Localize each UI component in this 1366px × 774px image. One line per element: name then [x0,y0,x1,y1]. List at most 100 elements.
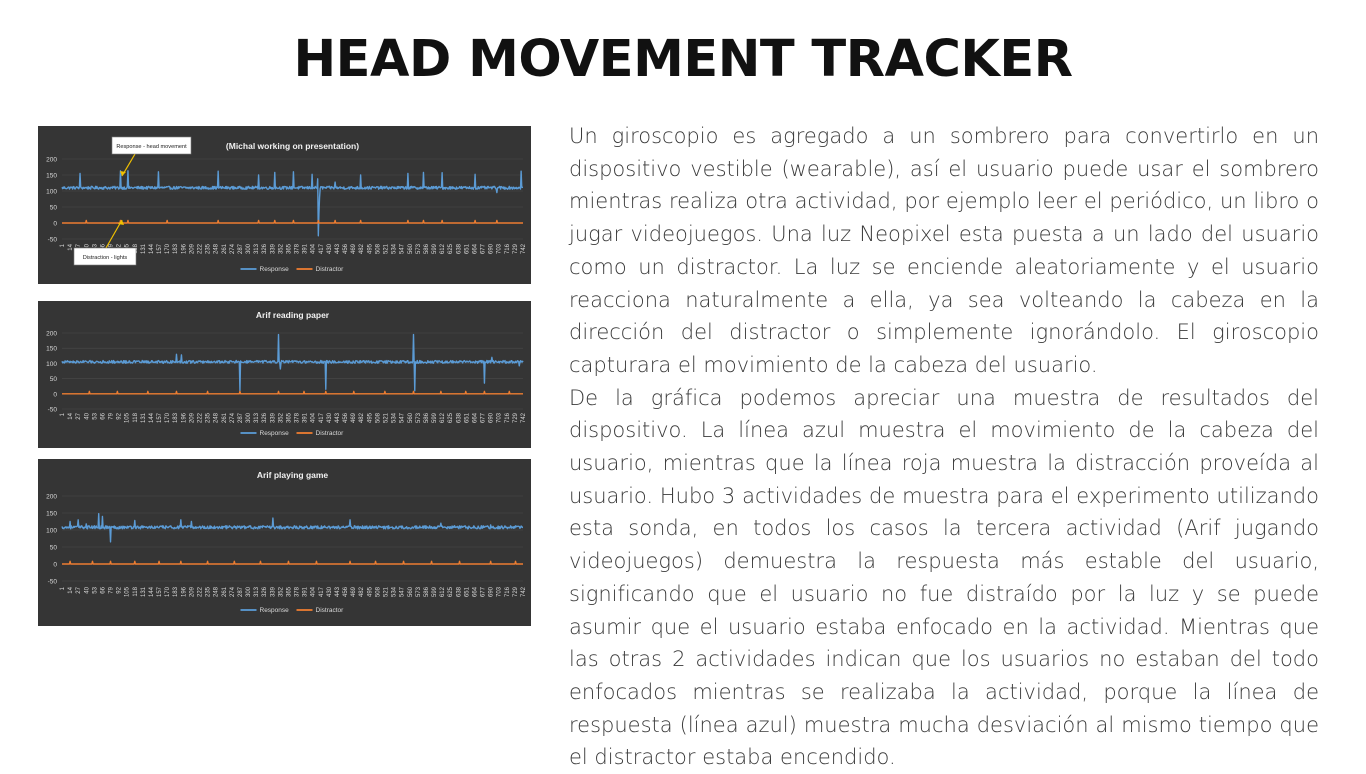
y-tick-label: -50 [48,579,58,586]
x-tick-label: 131 [141,412,147,423]
x-tick-label: 599 [432,412,438,423]
x-tick-label: 274 [230,243,236,254]
x-tick-label: 625 [448,412,454,423]
x-tick-label: 27 [76,412,82,419]
x-tick-label: 495 [367,586,373,597]
x-tick-label: 14 [68,586,74,593]
x-tick-label: 365 [286,586,292,597]
x-tick-label: 92 [117,586,123,593]
y-tick-label: 150 [46,173,57,180]
x-tick-label: 391 [303,412,309,423]
x-tick-label: 456 [343,412,349,423]
x-tick-label: 508 [375,412,381,423]
response-line [61,512,524,543]
x-tick-label: 638 [456,243,462,254]
x-tick-label: 157 [157,243,163,254]
x-tick-label: 469 [351,243,357,254]
x-tick-label: 573 [416,412,422,423]
x-tick-label: 638 [456,412,462,423]
x-tick-label: 274 [230,412,236,423]
y-tick-label: 200 [46,157,57,164]
x-tick-label: 40 [84,412,90,419]
x-tick-label: 456 [343,243,349,254]
x-tick-label: 716 [505,586,511,597]
y-tick-label: 0 [53,562,57,569]
x-tick-label: 690 [489,412,495,423]
x-tick-label: 677 [481,243,487,254]
x-tick-label: 690 [489,586,495,597]
x-tick-label: 469 [351,586,357,597]
x-tick-label: 326 [262,243,268,254]
x-tick-label: 66 [100,586,106,593]
x-tick-label: 534 [392,412,398,423]
x-tick-label: 521 [384,243,390,254]
x-tick-label: 222 [197,243,203,254]
y-tick-label: 150 [46,511,57,518]
x-tick-label: 560 [408,586,414,597]
annotation-response: Response - head movement [116,144,187,150]
x-tick-label: 27 [76,243,82,250]
x-tick-label: 183 [173,243,179,254]
annotation-box [73,247,137,266]
x-tick-label: 209 [189,412,195,423]
x-tick-label: 131 [141,243,147,254]
legend-label: Distractor [316,266,345,273]
distractor-line [61,560,524,565]
annotation-arrow [105,219,123,249]
x-tick-label: 469 [351,412,357,423]
x-tick-label: 300 [246,243,252,254]
x-tick-label: 66 [100,412,106,419]
x-tick-label: 144 [149,243,155,254]
x-tick-label: 417 [319,586,325,597]
y-tick-label: 100 [46,361,57,368]
x-tick-label: 170 [165,412,171,423]
x-tick-label: 196 [181,243,187,254]
x-tick-label: 651 [464,412,470,423]
x-tick-label: 118 [133,412,139,422]
x-tick-label: 248 [214,243,220,254]
x-tick-label: 573 [416,586,422,597]
x-tick-label: 144 [149,586,155,597]
x-tick-label: 625 [448,586,454,597]
x-tick-label: 235 [206,586,212,597]
paragraph-description: Un giroscopio es agregado a un sombrero … [569,124,1319,377]
x-tick-label: 378 [295,586,301,597]
x-tick-label: 482 [359,412,365,423]
x-tick-label: 326 [262,586,268,597]
x-tick-label: 586 [424,586,430,597]
x-tick-label: 79 [109,412,115,419]
x-tick-label: 534 [392,586,398,597]
x-tick-label: 716 [505,243,511,254]
x-tick-label: 14 [68,243,74,250]
chart-title: (Michal working on presentation) [226,141,359,151]
x-tick-label: 573 [416,243,422,254]
x-tick-label: 404 [311,243,317,254]
x-tick-label: 560 [408,412,414,423]
x-tick-label: 222 [197,586,203,597]
x-tick-label: 716 [505,412,511,423]
x-tick-label: 196 [181,412,187,423]
x-tick-label: 547 [400,243,406,254]
x-tick-label: 742 [521,412,527,423]
x-tick-label: 508 [375,243,381,254]
x-tick-label: 664 [472,412,478,423]
x-tick-label: 378 [295,412,301,423]
x-tick-label: 339 [270,243,276,254]
x-tick-label: 53 [92,586,98,593]
x-tick-label: 690 [489,243,495,254]
x-tick-label: 417 [319,243,325,254]
x-tick-label: 495 [367,243,373,254]
x-tick-label: 586 [424,243,430,254]
x-tick-label: 157 [157,586,163,597]
x-tick-label: 378 [295,243,301,254]
x-tick-label: 703 [497,243,503,254]
x-tick-label: 612 [440,243,446,254]
x-tick-label: 339 [270,586,276,597]
x-tick-label: 92 [117,412,123,419]
x-tick-label: 79 [109,243,115,250]
x-tick-label: 742 [521,586,527,597]
x-tick-label: 404 [311,412,317,423]
x-tick-label: 677 [481,586,487,597]
annotation-arrowhead [118,220,124,225]
y-tick-label: 200 [46,331,57,338]
